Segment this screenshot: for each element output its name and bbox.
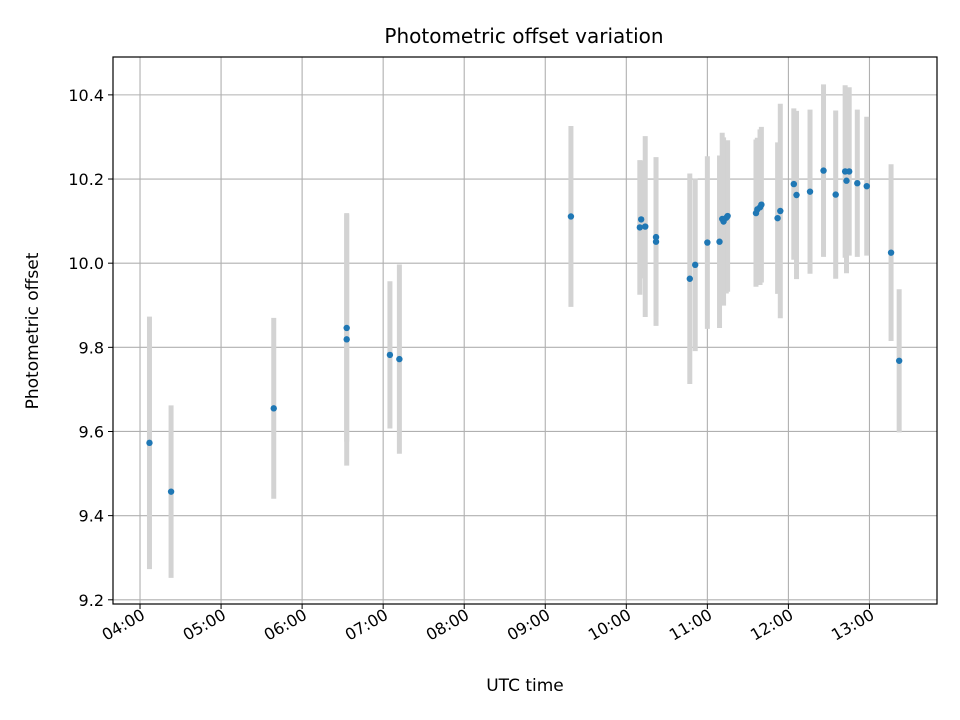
data-point (863, 182, 870, 190)
y-tick-label: 10.0 (68, 254, 104, 273)
data-point (704, 239, 711, 246)
data-point (887, 249, 895, 256)
x-tick-label: 13:00 (828, 605, 877, 645)
plot-frame (112, 56, 938, 605)
data-point (686, 275, 693, 282)
data-point (642, 223, 649, 230)
data-point (567, 213, 575, 220)
y-tick-label: 10.2 (68, 170, 104, 189)
data-point (895, 357, 903, 364)
data-point (637, 216, 645, 223)
x-tick-label: 08:00 (423, 605, 472, 645)
data-point (806, 188, 814, 195)
data-point (396, 355, 403, 363)
x-tick-label: 05:00 (180, 605, 229, 645)
x-axis-title: UTC time (486, 676, 564, 696)
data-point (758, 201, 765, 208)
data-point (652, 233, 660, 241)
data-point (820, 167, 827, 174)
y-axis: 9.2 9.4 9.6 9.8 10.0 10.2 10.4 (68, 86, 113, 610)
data-point (793, 191, 800, 199)
y-tick-label: 9.2 (79, 591, 104, 610)
data-point (692, 261, 699, 269)
data-points (146, 167, 903, 495)
x-tick-label: 04:00 (99, 605, 148, 645)
data-point (774, 214, 781, 222)
data-point (843, 177, 850, 184)
x-tick-label: 09:00 (504, 605, 553, 645)
data-point (343, 336, 350, 343)
x-axis: 04:00 05:00 06:00 07:00 08:00 09:00 10:00 11:00… (99, 604, 877, 645)
chart-title: Photometric offset variation (384, 24, 663, 48)
data-point (386, 351, 394, 359)
data-point (832, 191, 839, 198)
data-point (845, 168, 853, 175)
y-tick-label: 9.6 (79, 422, 104, 441)
y-tick-label: 9.4 (79, 507, 104, 526)
y-axis-title: Photometric offset (23, 252, 43, 409)
data-point (146, 439, 153, 447)
data-point (854, 180, 861, 187)
data-point (777, 207, 784, 215)
data-point (167, 488, 175, 495)
data-point (636, 224, 644, 231)
data-point (270, 405, 277, 412)
data-point (790, 180, 798, 188)
y-tick-label: 9.8 (79, 338, 104, 357)
x-tick-label: 11:00 (666, 605, 715, 645)
x-tick-label: 06:00 (261, 605, 310, 645)
y-tick-label: 10.4 (68, 86, 104, 105)
x-tick-label: 10:00 (585, 605, 634, 645)
data-point (716, 238, 723, 245)
data-point (724, 212, 731, 220)
x-tick-label: 07:00 (342, 605, 391, 645)
data-point (652, 238, 660, 245)
grid (113, 57, 937, 604)
error-bars (146, 84, 902, 578)
data-point (343, 324, 350, 332)
x-tick-label: 12:00 (747, 605, 796, 645)
